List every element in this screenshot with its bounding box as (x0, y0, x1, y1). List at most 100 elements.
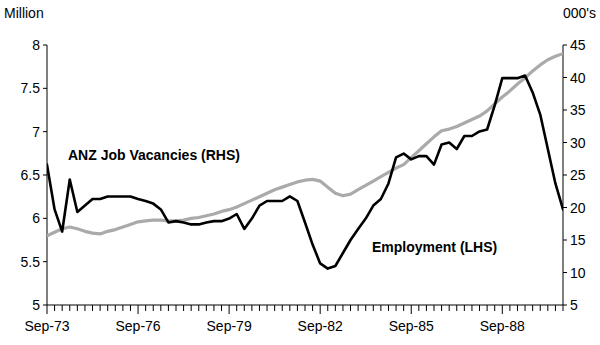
x-tick (115, 305, 116, 311)
x-tick-label: Sep-82 (298, 318, 343, 334)
x-tick (176, 305, 177, 311)
y2-tick (563, 77, 567, 78)
x-tick (69, 305, 70, 311)
y-tick (43, 45, 47, 46)
x-tick (100, 305, 101, 311)
x-tick (335, 305, 336, 311)
x-tick (107, 305, 108, 311)
y2-tick-label: 40 (570, 70, 586, 86)
x-tick (206, 305, 207, 311)
y2-tick-label: 35 (570, 102, 586, 118)
x-tick (441, 305, 442, 311)
y2-tick (563, 110, 567, 111)
x-tick (426, 305, 427, 311)
y-tick-label: 8 (32, 37, 40, 53)
x-tick (305, 305, 306, 311)
y2-tick-label: 15 (570, 232, 586, 248)
series-line (47, 76, 563, 269)
x-tick (449, 305, 450, 311)
x-tick (183, 305, 184, 311)
y2-axis-label: 000's (563, 5, 596, 21)
x-tick (479, 305, 480, 311)
y-tick (43, 305, 47, 306)
x-tick (547, 305, 548, 311)
x-tick (221, 305, 222, 311)
x-tick (62, 305, 63, 311)
x-tick (267, 305, 268, 311)
x-tick (403, 305, 404, 311)
x-tick (274, 305, 275, 311)
y-tick-label: 7 (32, 124, 40, 140)
x-tick (327, 305, 328, 311)
x-tick-label: Sep-88 (480, 318, 525, 334)
x-tick-label: Sep-85 (389, 318, 434, 334)
x-tick (418, 305, 419, 311)
x-tick (251, 305, 252, 311)
plot-area (47, 54, 563, 269)
y2-tick (563, 240, 567, 241)
x-tick (198, 305, 199, 311)
y2-tick-label: 25 (570, 167, 586, 183)
y-tick-label: 5 (32, 297, 40, 313)
y-tick (43, 261, 47, 262)
x-tick (168, 305, 169, 311)
x-tick (282, 305, 283, 311)
x-tick (487, 305, 488, 311)
y-tick-label: 6 (32, 210, 40, 226)
x-tick (297, 305, 298, 311)
x-tick (563, 305, 564, 311)
y2-tick (563, 175, 567, 176)
x-tick (388, 305, 389, 311)
x-tick (471, 305, 472, 311)
x-tick (54, 305, 55, 311)
y-tick (43, 218, 47, 219)
x-tick-label: Sep-73 (24, 318, 69, 334)
y2-tick-label: 45 (570, 37, 586, 53)
x-tick (380, 305, 381, 311)
x-tick (153, 305, 154, 311)
x-tick (236, 305, 237, 311)
y-tick (43, 175, 47, 176)
y2-tick-label: 20 (570, 200, 586, 216)
y-tick-label: 7.5 (21, 80, 41, 96)
x-tick (191, 305, 192, 311)
x-tick (138, 305, 139, 314)
y2-tick (563, 142, 567, 143)
x-tick (122, 305, 123, 311)
x-tick (342, 305, 343, 311)
x-tick (502, 305, 503, 314)
x-tick (229, 305, 230, 314)
x-tick (77, 305, 78, 311)
x-tick (434, 305, 435, 311)
x-tick (160, 305, 161, 311)
series-label: ANZ Job Vacancies (RHS) (68, 147, 240, 163)
x-tick (92, 305, 93, 311)
y2-tick (563, 45, 567, 46)
x-tick (365, 305, 366, 311)
x-tick (396, 305, 397, 311)
series-line (47, 54, 563, 236)
x-tick (259, 305, 260, 311)
y2-tick (563, 305, 567, 306)
x-tick (525, 305, 526, 311)
x-tick (540, 305, 541, 311)
x-tick (289, 305, 290, 311)
x-tick-label: Sep-79 (207, 318, 252, 334)
x-tick (464, 305, 465, 311)
y-tick-label: 5.5 (21, 254, 41, 270)
y2-tick-label: 30 (570, 135, 586, 151)
x-tick (517, 305, 518, 311)
x-tick-label: Sep-76 (115, 318, 160, 334)
x-tick (555, 305, 556, 311)
y2-tick-label: 5 (570, 297, 578, 313)
x-tick (320, 305, 321, 314)
x-tick (373, 305, 374, 311)
x-tick (244, 305, 245, 311)
x-tick (358, 305, 359, 311)
x-tick (494, 305, 495, 311)
x-tick (456, 305, 457, 311)
x-tick (509, 305, 510, 311)
y2-tick (563, 207, 567, 208)
x-tick (350, 305, 351, 311)
series-label: Employment (LHS) (372, 239, 497, 255)
